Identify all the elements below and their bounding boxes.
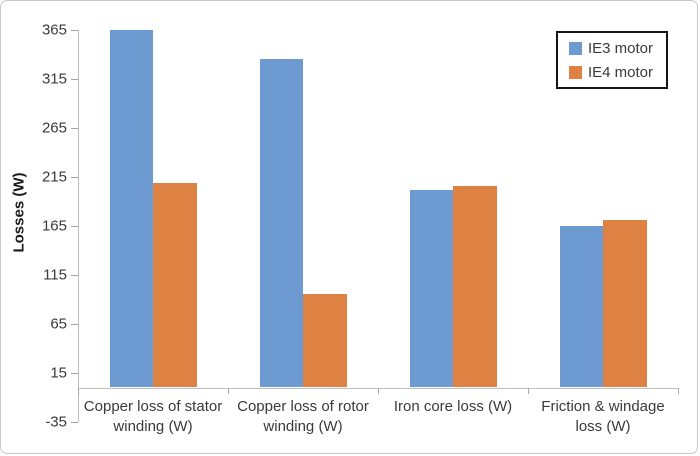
y-axis-tick-label: 315 (41, 70, 67, 88)
y-axis-tick-label: -35 (45, 413, 67, 431)
x-axis-tick (78, 388, 79, 394)
y-axis-tick-label: 365 (41, 21, 67, 39)
bar-ie3-motor (109, 30, 153, 388)
legend: IE3 motor IE4 motor (556, 31, 668, 89)
y-axis-tick-label: 215 (41, 168, 67, 186)
bar-ie4-motor (453, 185, 497, 388)
y-axis-tick (71, 79, 78, 80)
legend-item: IE3 motor (569, 40, 666, 57)
y-axis-tick-label: 65 (50, 315, 67, 333)
y-axis-tick-label: 165 (41, 217, 67, 235)
bar-ie3-motor (559, 226, 603, 388)
y-axis-tick (71, 324, 78, 325)
x-axis-category-label: Copper loss of stator winding (W) (83, 397, 223, 435)
legend-swatch-icon (569, 65, 582, 79)
y-axis-tick-label: 265 (41, 119, 67, 137)
x-axis-tick (378, 388, 379, 394)
y-axis-tick (71, 30, 78, 31)
x-axis-category-label: Copper loss of rotor winding (W) (237, 397, 369, 435)
bar-ie4-motor (303, 293, 347, 388)
bar-ie3-motor (409, 189, 453, 388)
legend-label: IE3 motor (588, 39, 654, 57)
legend-label: IE4 motor (588, 63, 654, 81)
y-axis-tick (71, 128, 78, 129)
bar-ie3-motor (259, 58, 303, 388)
x-axis-tick (228, 388, 229, 394)
y-axis-tick-label: 15 (50, 364, 67, 382)
y-axis-line (78, 30, 79, 422)
x-axis-category-label: Iron core loss (W) (393, 397, 513, 415)
y-axis-tick-label: 115 (43, 266, 67, 284)
legend-swatch-icon (569, 41, 582, 55)
x-axis-tick (528, 388, 529, 394)
bar-ie4-motor (603, 220, 647, 388)
y-axis-tick (71, 226, 78, 227)
bar-ie4-motor (153, 182, 197, 388)
legend-item: IE4 motor (569, 64, 666, 81)
y-axis-tick (71, 422, 78, 423)
x-axis-category-label: Friction & windage loss (W) (541, 397, 665, 435)
y-axis-tick (71, 177, 78, 178)
y-axis-tick (71, 275, 78, 276)
x-axis-tick (678, 388, 679, 394)
y-axis-tick (71, 373, 78, 374)
